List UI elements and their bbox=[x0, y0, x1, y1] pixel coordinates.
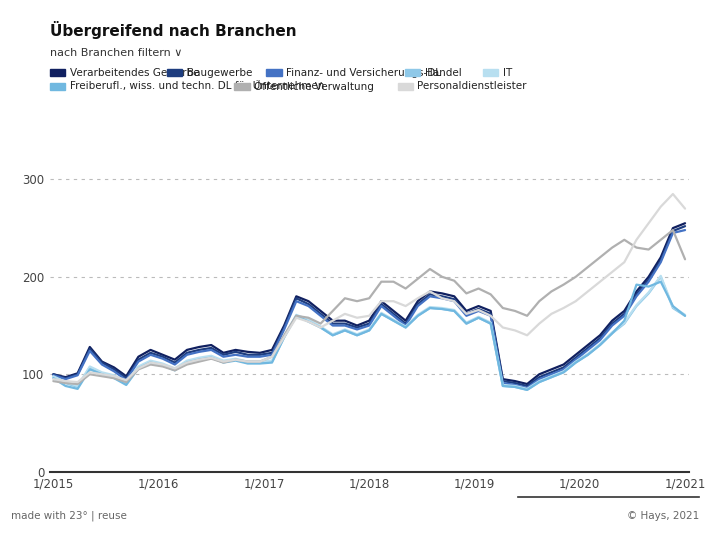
Text: made with 23° | reuse: made with 23° | reuse bbox=[11, 511, 126, 521]
Text: Finanz- und Versicherungs-DL: Finanz- und Versicherungs-DL bbox=[286, 68, 441, 78]
Text: nach Branchen filtern ∨: nach Branchen filtern ∨ bbox=[50, 48, 182, 58]
Text: Öffentliche Verwaltung: Öffentliche Verwaltung bbox=[254, 80, 374, 92]
Text: IT: IT bbox=[503, 68, 512, 78]
Text: Personaldienstleister: Personaldienstleister bbox=[417, 81, 527, 91]
Text: HAYS-FACHKRÄFTE-INDEX DEUTSCHLAND: HAYS-FACHKRÄFTE-INDEX DEUTSCHLAND bbox=[13, 16, 387, 31]
Text: Freiberufl., wiss. und techn. DL für Unternehmen: Freiberufl., wiss. und techn. DL für Unt… bbox=[70, 81, 324, 91]
Text: © Hays, 2021: © Hays, 2021 bbox=[627, 511, 699, 521]
Text: Übergreifend nach Branchen: Übergreifend nach Branchen bbox=[50, 21, 296, 39]
Text: Verarbeitendes Gewerbe: Verarbeitendes Gewerbe bbox=[70, 68, 199, 78]
Text: Handel: Handel bbox=[425, 68, 462, 78]
Text: Baugewerbe: Baugewerbe bbox=[187, 68, 252, 78]
